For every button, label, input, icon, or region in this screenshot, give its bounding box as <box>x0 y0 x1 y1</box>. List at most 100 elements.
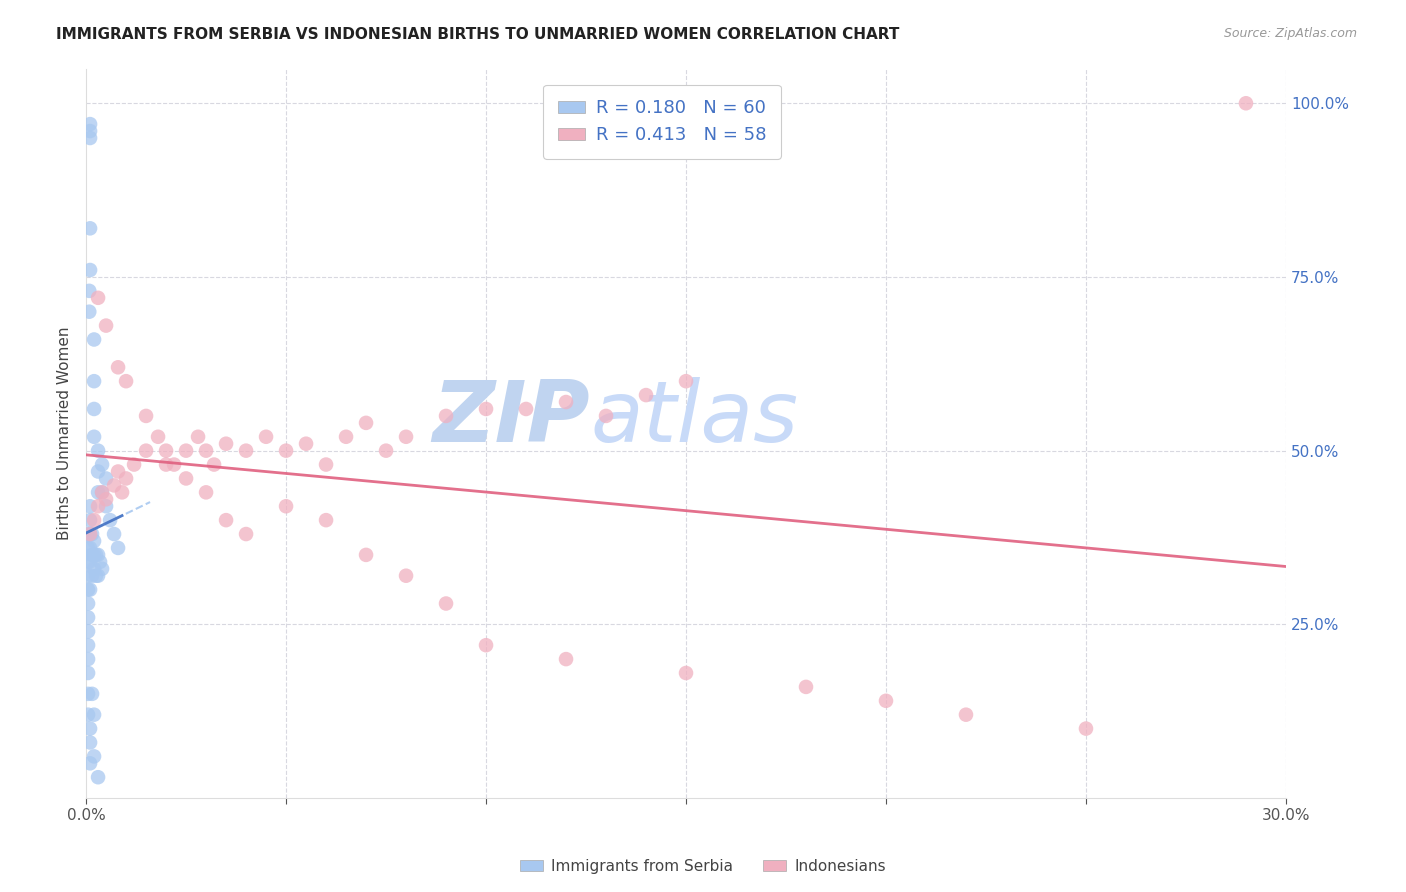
Point <box>77 284 100 298</box>
Point <box>135 443 157 458</box>
Point <box>77 707 100 722</box>
Point <box>354 548 377 562</box>
Point <box>274 443 297 458</box>
Text: ZIP: ZIP <box>433 377 591 460</box>
Point <box>115 471 138 485</box>
Point <box>87 485 110 500</box>
Point <box>87 548 110 562</box>
Point <box>79 527 101 541</box>
Point <box>122 458 145 472</box>
Point <box>155 443 177 458</box>
Point <box>195 485 218 500</box>
Point <box>80 568 103 582</box>
Point <box>79 513 101 527</box>
Point <box>77 568 100 582</box>
Point <box>515 401 537 416</box>
Point <box>274 500 297 514</box>
Text: IMMIGRANTS FROM SERBIA VS INDONESIAN BIRTHS TO UNMARRIED WOMEN CORRELATION CHART: IMMIGRANTS FROM SERBIA VS INDONESIAN BIR… <box>56 27 900 42</box>
Point <box>91 485 114 500</box>
Point <box>83 374 105 388</box>
Point <box>254 430 277 444</box>
Point <box>107 541 129 555</box>
Point <box>434 409 457 423</box>
Point <box>235 443 257 458</box>
Point <box>83 333 105 347</box>
Y-axis label: Births to Unmarried Women: Births to Unmarried Women <box>58 326 72 540</box>
Point <box>187 430 209 444</box>
Point <box>79 735 101 749</box>
Point <box>79 263 101 277</box>
Point <box>395 430 418 444</box>
Point <box>174 471 197 485</box>
Point <box>80 527 103 541</box>
Point <box>77 687 100 701</box>
Point <box>475 638 498 652</box>
Point <box>87 291 110 305</box>
Point <box>80 548 103 562</box>
Point <box>555 652 578 666</box>
Point <box>174 443 197 458</box>
Point <box>315 458 337 472</box>
Text: atlas: atlas <box>591 377 799 460</box>
Point <box>215 513 238 527</box>
Point <box>675 665 697 680</box>
Point <box>84 568 107 582</box>
Point <box>103 478 125 492</box>
Point <box>595 409 617 423</box>
Point <box>94 492 117 507</box>
Point <box>79 722 101 736</box>
Point <box>87 443 110 458</box>
Point <box>87 465 110 479</box>
Point <box>83 533 105 548</box>
Point <box>1074 722 1097 736</box>
Point <box>155 458 177 472</box>
Point <box>79 117 101 131</box>
Point <box>77 555 100 569</box>
Point <box>111 485 134 500</box>
Point <box>94 318 117 333</box>
Point <box>77 652 100 666</box>
Point <box>163 458 186 472</box>
Point <box>107 465 129 479</box>
Point <box>107 360 129 375</box>
Point <box>79 541 101 555</box>
Point <box>87 770 110 784</box>
Point <box>794 680 817 694</box>
Text: Source: ZipAtlas.com: Source: ZipAtlas.com <box>1223 27 1357 40</box>
Point <box>79 555 101 569</box>
Point <box>395 568 418 582</box>
Point <box>215 436 238 450</box>
Point <box>77 597 100 611</box>
Point <box>91 562 114 576</box>
Point <box>354 416 377 430</box>
Point <box>675 374 697 388</box>
Point <box>634 388 657 402</box>
Point <box>77 527 100 541</box>
Point <box>1234 96 1257 111</box>
Point <box>91 485 114 500</box>
Point <box>83 513 105 527</box>
Point <box>77 304 100 318</box>
Point <box>87 500 110 514</box>
Point <box>475 401 498 416</box>
Point <box>94 471 117 485</box>
Point <box>235 527 257 541</box>
Point <box>89 555 111 569</box>
Point <box>83 749 105 764</box>
Point <box>103 527 125 541</box>
Point <box>375 443 398 458</box>
Point <box>77 541 100 555</box>
Point <box>91 458 114 472</box>
Point <box>115 374 138 388</box>
Legend: Immigrants from Serbia, Indonesians: Immigrants from Serbia, Indonesians <box>515 853 891 880</box>
Point <box>146 430 169 444</box>
Point <box>79 756 101 771</box>
Point <box>315 513 337 527</box>
Point <box>79 131 101 145</box>
Point <box>83 562 105 576</box>
Point <box>335 430 357 444</box>
Point <box>94 500 117 514</box>
Point <box>98 513 121 527</box>
Point <box>87 568 110 582</box>
Point <box>955 707 977 722</box>
